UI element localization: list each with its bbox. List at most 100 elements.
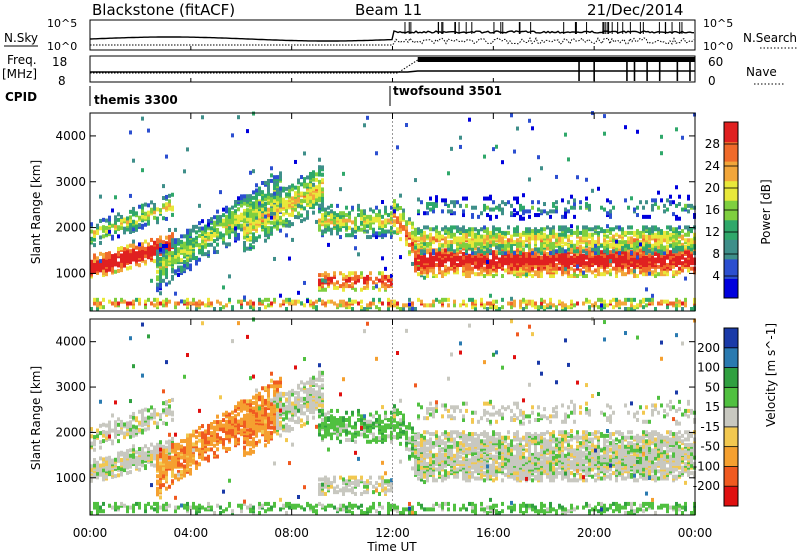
velocity-cell: [132, 452, 135, 457]
velocity-cell: [210, 441, 213, 446]
power-cell: [435, 274, 438, 278]
power-cell: [534, 301, 537, 306]
power-cell: [264, 305, 267, 310]
power-cell: [96, 297, 99, 302]
velocity-cell: [165, 440, 168, 445]
power-cell: [258, 234, 261, 239]
power-cell: [642, 247, 645, 252]
power-cell: [582, 249, 585, 254]
velocity-cell: [129, 431, 132, 436]
power-cell: [537, 252, 540, 256]
power-cell: [174, 269, 177, 274]
velocity-cell: [156, 501, 159, 506]
velocity-cell: [171, 436, 174, 441]
power-cell: [303, 191, 306, 196]
power-cell: [408, 217, 411, 222]
power-cell: [531, 126, 534, 131]
velocity-cell: [126, 454, 129, 459]
power-cell: [522, 216, 525, 221]
power-cell: [129, 249, 132, 254]
power-cell: [399, 213, 402, 218]
power-cell: [339, 187, 342, 192]
power-cell: [552, 234, 555, 239]
power-ytick-label: 1000: [55, 266, 86, 280]
power-cell: [582, 270, 585, 275]
velocity-cell: [162, 483, 165, 488]
power-cell: [258, 210, 261, 215]
power-cell: [171, 192, 174, 197]
power-cell: [279, 191, 282, 196]
power-cell: [150, 301, 153, 306]
power-cell: [498, 246, 501, 251]
power-cell: [630, 297, 633, 302]
power-cell: [171, 269, 174, 274]
velocity-cell: [150, 483, 153, 488]
power-cell: [612, 266, 615, 271]
power-cell: [474, 205, 477, 210]
power-cell: [306, 175, 309, 180]
power-cell: [333, 282, 336, 287]
power-cell: [435, 252, 438, 256]
power-cell: [240, 227, 243, 232]
power-cell: [597, 251, 600, 256]
power-cell: [465, 259, 468, 264]
power-cell: [234, 200, 237, 205]
velocity-cell: [174, 473, 177, 478]
velocity-cell: [123, 468, 126, 473]
power-cell: [633, 238, 636, 243]
velocity-cell: [117, 455, 120, 460]
power-cell: [321, 273, 324, 278]
power-cell: [318, 224, 321, 229]
power-cell: [402, 307, 405, 311]
velocity-cell: [132, 411, 135, 416]
power-cell: [249, 213, 252, 218]
power-cell: [267, 213, 270, 218]
power-cell: [564, 229, 567, 234]
freq-tick-high: 18: [52, 55, 67, 69]
velocity-cell: [174, 505, 177, 510]
power-cell: [615, 232, 618, 237]
velocity-cell: [153, 408, 156, 413]
power-cell: [270, 211, 273, 216]
power-cell: [507, 230, 510, 235]
power-cell: [282, 186, 285, 191]
power-cell: [90, 236, 93, 241]
velocity-cell: [156, 412, 159, 417]
power-cell: [357, 207, 360, 212]
velocity-cell: [228, 412, 231, 417]
power-cell: [339, 227, 342, 232]
velocity-cell: [192, 460, 195, 465]
velocity-cell: [153, 463, 156, 468]
power-cell: [666, 299, 669, 304]
velocity-cell: [195, 435, 198, 440]
power-cell: [555, 238, 558, 243]
power-cell: [468, 297, 471, 302]
power-cell: [522, 261, 525, 266]
power-cell: [555, 249, 558, 254]
power-cell: [390, 205, 393, 210]
power-cell: [534, 234, 537, 239]
velocity-cell: [96, 433, 99, 438]
power-cell: [327, 227, 330, 232]
power-cell: [471, 234, 474, 239]
power-cell: [609, 263, 612, 267]
power-cell: [216, 227, 219, 232]
power-cell: [432, 205, 435, 210]
power-cell: [240, 212, 243, 217]
power-cell: [489, 301, 492, 306]
power-cell: [420, 299, 423, 304]
power-cell: [309, 203, 312, 208]
power-cell: [123, 299, 126, 304]
power-cell: [522, 205, 525, 210]
velocity-cell: [195, 464, 198, 469]
velocity-cell: [138, 447, 141, 452]
power-cell: [429, 252, 432, 256]
power-cell: [546, 240, 549, 245]
power-cell: [321, 280, 324, 285]
power-cell: [312, 210, 315, 215]
power-cell: [564, 303, 567, 308]
power-cell: [405, 123, 408, 128]
power-cell: [366, 214, 369, 219]
power-cell: [429, 241, 432, 246]
power-cell: [651, 225, 654, 230]
